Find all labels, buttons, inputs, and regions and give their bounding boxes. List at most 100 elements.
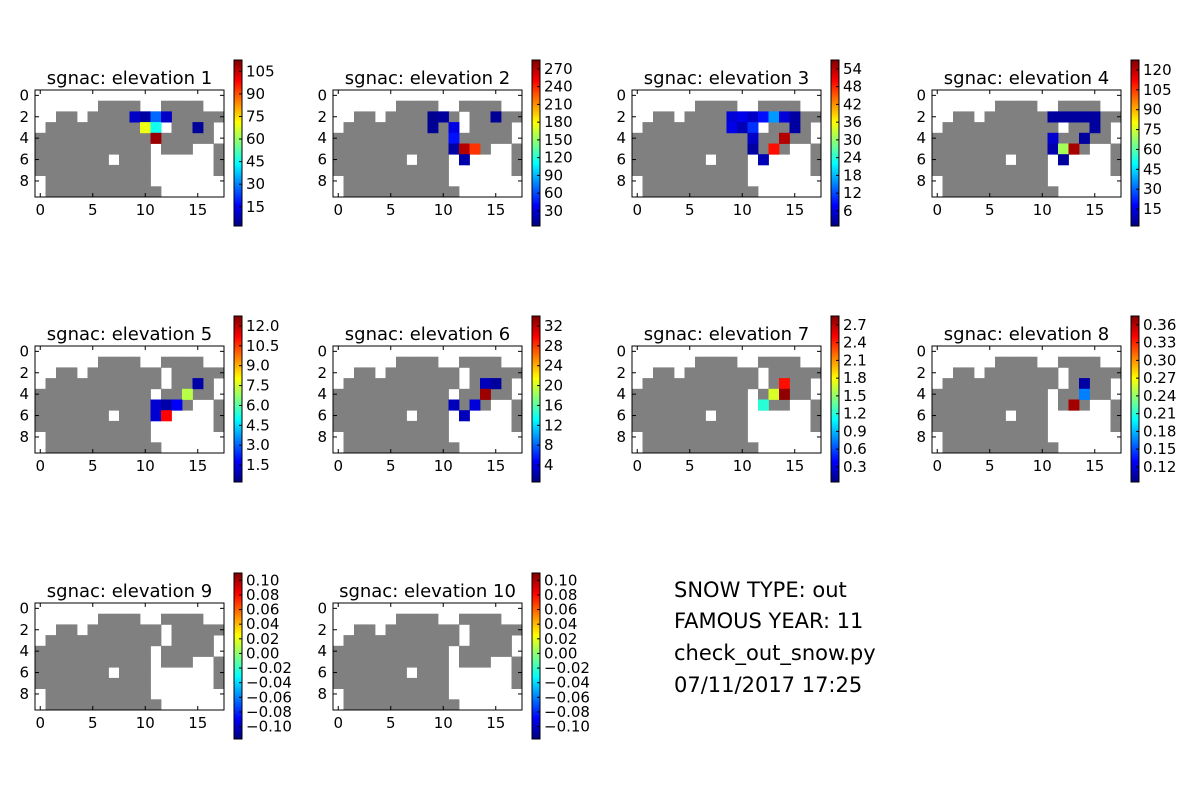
land-cell: [779, 356, 790, 368]
land-cell: [1026, 154, 1038, 166]
land-cell: [333, 399, 344, 411]
land-cell: [942, 442, 954, 454]
land-cell: [406, 100, 418, 112]
land-cell: [35, 656, 46, 668]
y-tick-label: 4: [19, 642, 29, 660]
y-tick-label: 0: [317, 599, 327, 617]
land-cell: [343, 164, 355, 176]
land-cell: [674, 143, 685, 155]
land-cell: [1005, 442, 1017, 454]
land-cell: [1068, 367, 1080, 379]
land-cell: [653, 164, 664, 176]
land-cell: [417, 100, 428, 112]
colorbar-tick-label: 36: [843, 113, 862, 131]
colorbar-tick-label: 105: [1143, 81, 1172, 99]
land-cell: [1089, 356, 1101, 368]
subplot-elevation-10: sgnac: elevation 100 5 10 15024680.100.080.…: [317, 571, 590, 740]
land-cell: [1016, 186, 1027, 198]
land-cell: [963, 442, 975, 454]
land-cell: [364, 175, 376, 187]
land-cell: [417, 132, 428, 144]
land-cell: [77, 688, 88, 700]
land-cell: [161, 613, 172, 625]
land-cell: [203, 122, 214, 134]
land-cell: [705, 132, 717, 144]
land-cell: [810, 154, 822, 166]
land-cell: [108, 132, 120, 144]
y-tick-label: 6: [19, 407, 29, 425]
colorbar: [233, 572, 243, 740]
land-cell: [45, 667, 57, 679]
land-cell: [511, 143, 523, 155]
land-cell: [375, 667, 386, 679]
land-cell: [396, 431, 407, 443]
land-cell: [45, 175, 57, 187]
land-cell: [995, 154, 1006, 166]
land-cell: [1100, 111, 1111, 123]
land-cell: [364, 624, 376, 636]
y-tick-label: 8: [19, 428, 29, 446]
land-cell: [406, 367, 418, 379]
land-cell: [716, 442, 727, 454]
land-cell: [632, 410, 643, 422]
land-cell: [716, 356, 727, 368]
land-cell: [354, 442, 365, 454]
land-cell: [427, 164, 439, 176]
land-cell: [705, 420, 717, 432]
land-cell: [98, 154, 109, 166]
x-tick-label: 10: [136, 457, 155, 475]
land-cell: [684, 410, 696, 422]
land-cell: [674, 420, 685, 432]
land-cell: [406, 645, 418, 657]
land-cell: [480, 656, 491, 668]
land-cell: [129, 624, 141, 636]
land-cell: [1047, 367, 1059, 379]
land-cell: [501, 367, 512, 379]
land-cell: [1026, 420, 1038, 432]
land-cell: [427, 645, 439, 657]
land-cell: [663, 164, 675, 176]
land-cell: [737, 186, 748, 198]
land-cell: [1068, 356, 1080, 368]
land-cell: [375, 677, 386, 689]
land-cell: [469, 388, 481, 400]
y-tick-label: 8: [19, 172, 29, 190]
y-tick-label: 6: [19, 664, 29, 682]
land-cell: [789, 367, 801, 379]
land-cell: [213, 367, 225, 379]
land-cell: [942, 186, 954, 198]
x-tick-label: 10: [136, 201, 155, 219]
land-cell: [942, 431, 954, 443]
land-cell: [87, 624, 99, 636]
land-cell: [129, 100, 141, 112]
colorbar-tick-label: 45: [1143, 160, 1162, 178]
land-cell: [800, 378, 811, 390]
land-cell: [417, 186, 428, 198]
land-cell: [705, 122, 717, 134]
land-cell: [66, 143, 78, 155]
data-cell: [1079, 388, 1090, 400]
land-cell: [737, 143, 748, 155]
y-tick-label: 6: [616, 407, 626, 425]
land-cell: [963, 122, 975, 134]
land-cell: [192, 111, 204, 123]
land-cell: [171, 132, 183, 144]
land-cell: [953, 186, 964, 198]
land-cell: [354, 688, 365, 700]
land-cell: [56, 111, 67, 123]
land-cell: [695, 356, 706, 368]
land-cell: [140, 431, 151, 443]
land-cell: [438, 410, 449, 422]
colorbar-tick-label: 0.04: [246, 615, 279, 633]
land-cell: [747, 378, 759, 390]
land-cell: [1016, 388, 1027, 400]
land-cell: [364, 378, 376, 390]
land-cell: [1047, 378, 1059, 390]
data-cell: [469, 143, 481, 155]
land-cell: [56, 164, 67, 176]
data-cell: [150, 111, 162, 123]
land-cell: [192, 100, 204, 112]
x-tick-label: 0: [333, 714, 343, 732]
land-cell: [695, 367, 706, 379]
y-tick-label: 4: [19, 129, 29, 147]
